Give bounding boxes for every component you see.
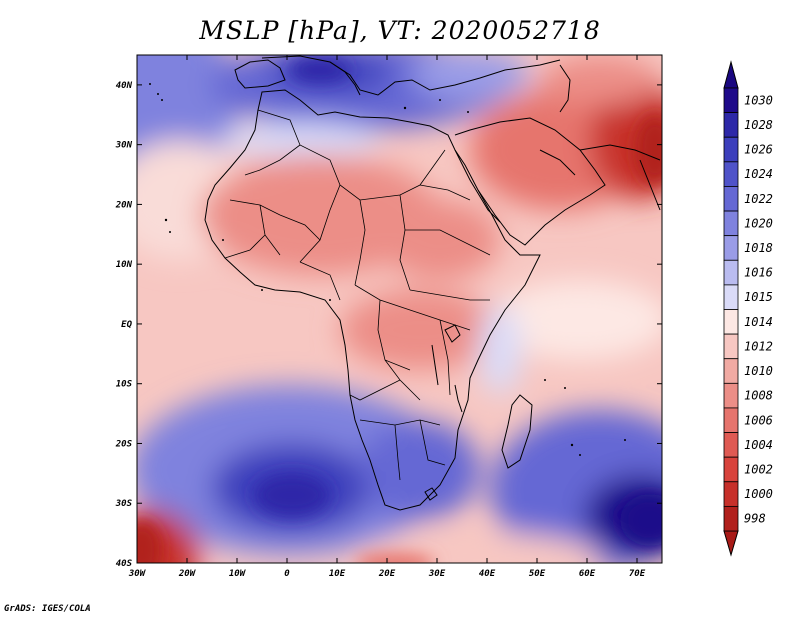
- colorbar: 1030 1028 1026 1024 1022 1020 1018 1016 1015 1014…: [723, 60, 773, 557]
- lake-tanganyika: [431, 344, 439, 386]
- x-tick-label: 60E: [579, 569, 596, 579]
- x-tick-label: 10W: [229, 569, 247, 579]
- colorbar-label: 1030: [744, 93, 773, 107]
- colorbar-swatch: [723, 112, 739, 138]
- caspian: [559, 64, 571, 113]
- colorbar-swatch: [723, 235, 739, 261]
- colorbar-label: 1022: [744, 192, 773, 206]
- colorbar-label: 1014: [744, 315, 773, 329]
- y-tick-label: 40S: [116, 559, 133, 569]
- y-axis: 40N 30N 20N 10N EQ 10S 20S 30S 40S: [115, 81, 662, 569]
- colorbar-label: 1010: [744, 364, 773, 378]
- lake-victoria: [444, 324, 461, 343]
- colorbar-label: 998: [744, 512, 766, 526]
- colorbar-bottom-arrow: [723, 530, 739, 557]
- colorbar-label: 1002: [744, 462, 773, 476]
- colorbar-swatch: [723, 87, 739, 114]
- y-tick-label: EQ: [121, 320, 132, 330]
- x-tick-label: 20W: [178, 569, 197, 579]
- x-tick-label: 20E: [378, 569, 396, 579]
- y-tick-label: 20S: [115, 439, 133, 449]
- india-coast: [639, 159, 661, 211]
- colorbar-label: 1018: [744, 241, 773, 255]
- colorbar-swatch: [723, 186, 739, 212]
- persian-gulf: [539, 149, 576, 176]
- y-tick-label: 20N: [115, 200, 133, 210]
- madagascar: [501, 394, 533, 469]
- country-borders: [224, 109, 491, 481]
- colorbar-label: 1004: [744, 438, 773, 452]
- colorbar-swatch: [723, 259, 739, 286]
- red-sea: [454, 149, 501, 223]
- y-tick-label: 30N: [115, 141, 133, 151]
- lesotho: [424, 487, 438, 501]
- colorbar-label: 1028: [744, 118, 773, 132]
- colorbar-label: 1026: [744, 143, 773, 157]
- colorbar-swatch: [723, 432, 739, 458]
- colorbar-label: 1006: [744, 413, 773, 427]
- y-tick-label: 30S: [115, 499, 133, 509]
- colorbar-label: 1016: [744, 266, 773, 280]
- colorbar-label: 1020: [744, 216, 773, 230]
- colorbar-swatch: [723, 505, 739, 532]
- islands: [149, 83, 626, 456]
- colorbar-top-arrow: [723, 60, 739, 89]
- colorbar-label: 1015: [744, 290, 773, 304]
- x-tick-label: 0: [284, 569, 290, 579]
- x-tick-label: 30W: [128, 569, 147, 579]
- y-tick-label: 10S: [116, 380, 133, 390]
- italy-coast: [329, 61, 361, 96]
- coastlines: [204, 55, 661, 511]
- colorbar-label: 1008: [744, 389, 773, 403]
- x-tick-label: 30E: [428, 569, 446, 579]
- africa-coast: [204, 89, 541, 511]
- x-tick-label: 70E: [629, 569, 646, 579]
- x-tick-label: 40E: [479, 569, 496, 579]
- iberia-coast: [234, 59, 286, 89]
- colorbar-swatch: [723, 161, 739, 187]
- colorbar-swatch: [723, 407, 739, 433]
- y-tick-label: 10N: [116, 260, 133, 270]
- colorbar-label: 1000: [744, 487, 773, 501]
- map-frame: [136, 54, 663, 564]
- iran-pakistan-coast: [579, 144, 661, 161]
- x-tick-label: 10E: [329, 569, 346, 579]
- colorbar-swatch: [723, 456, 739, 483]
- lake-malawi: [454, 384, 463, 413]
- pressure-field: [137, 55, 662, 563]
- colorbar-swatch: [723, 481, 739, 507]
- colorbar-swatch: [723, 284, 739, 310]
- x-axis: 30W 20W 10W 0 10E 20E 30E 40E 50E 60E 70E: [128, 55, 646, 579]
- y-tick-label: 40N: [116, 81, 133, 91]
- colorbar-swatch: [723, 333, 739, 360]
- map-title: MSLP [hPa], VT: 2020052718: [199, 16, 601, 45]
- colorbar-swatch: [723, 210, 739, 237]
- colorbar-label: 1012: [744, 339, 773, 353]
- x-tick-label: 50E: [529, 569, 546, 579]
- colorbar-swatch: [723, 136, 739, 163]
- arabia-coast: [454, 117, 606, 246]
- colorbar-label: 1024: [744, 167, 773, 181]
- colorbar-swatch: [723, 358, 739, 384]
- colorbar-swatch: [723, 309, 739, 335]
- colorbar-swatch: [723, 382, 739, 409]
- grads-credit: GrADS: IGES/COLA: [4, 604, 91, 614]
